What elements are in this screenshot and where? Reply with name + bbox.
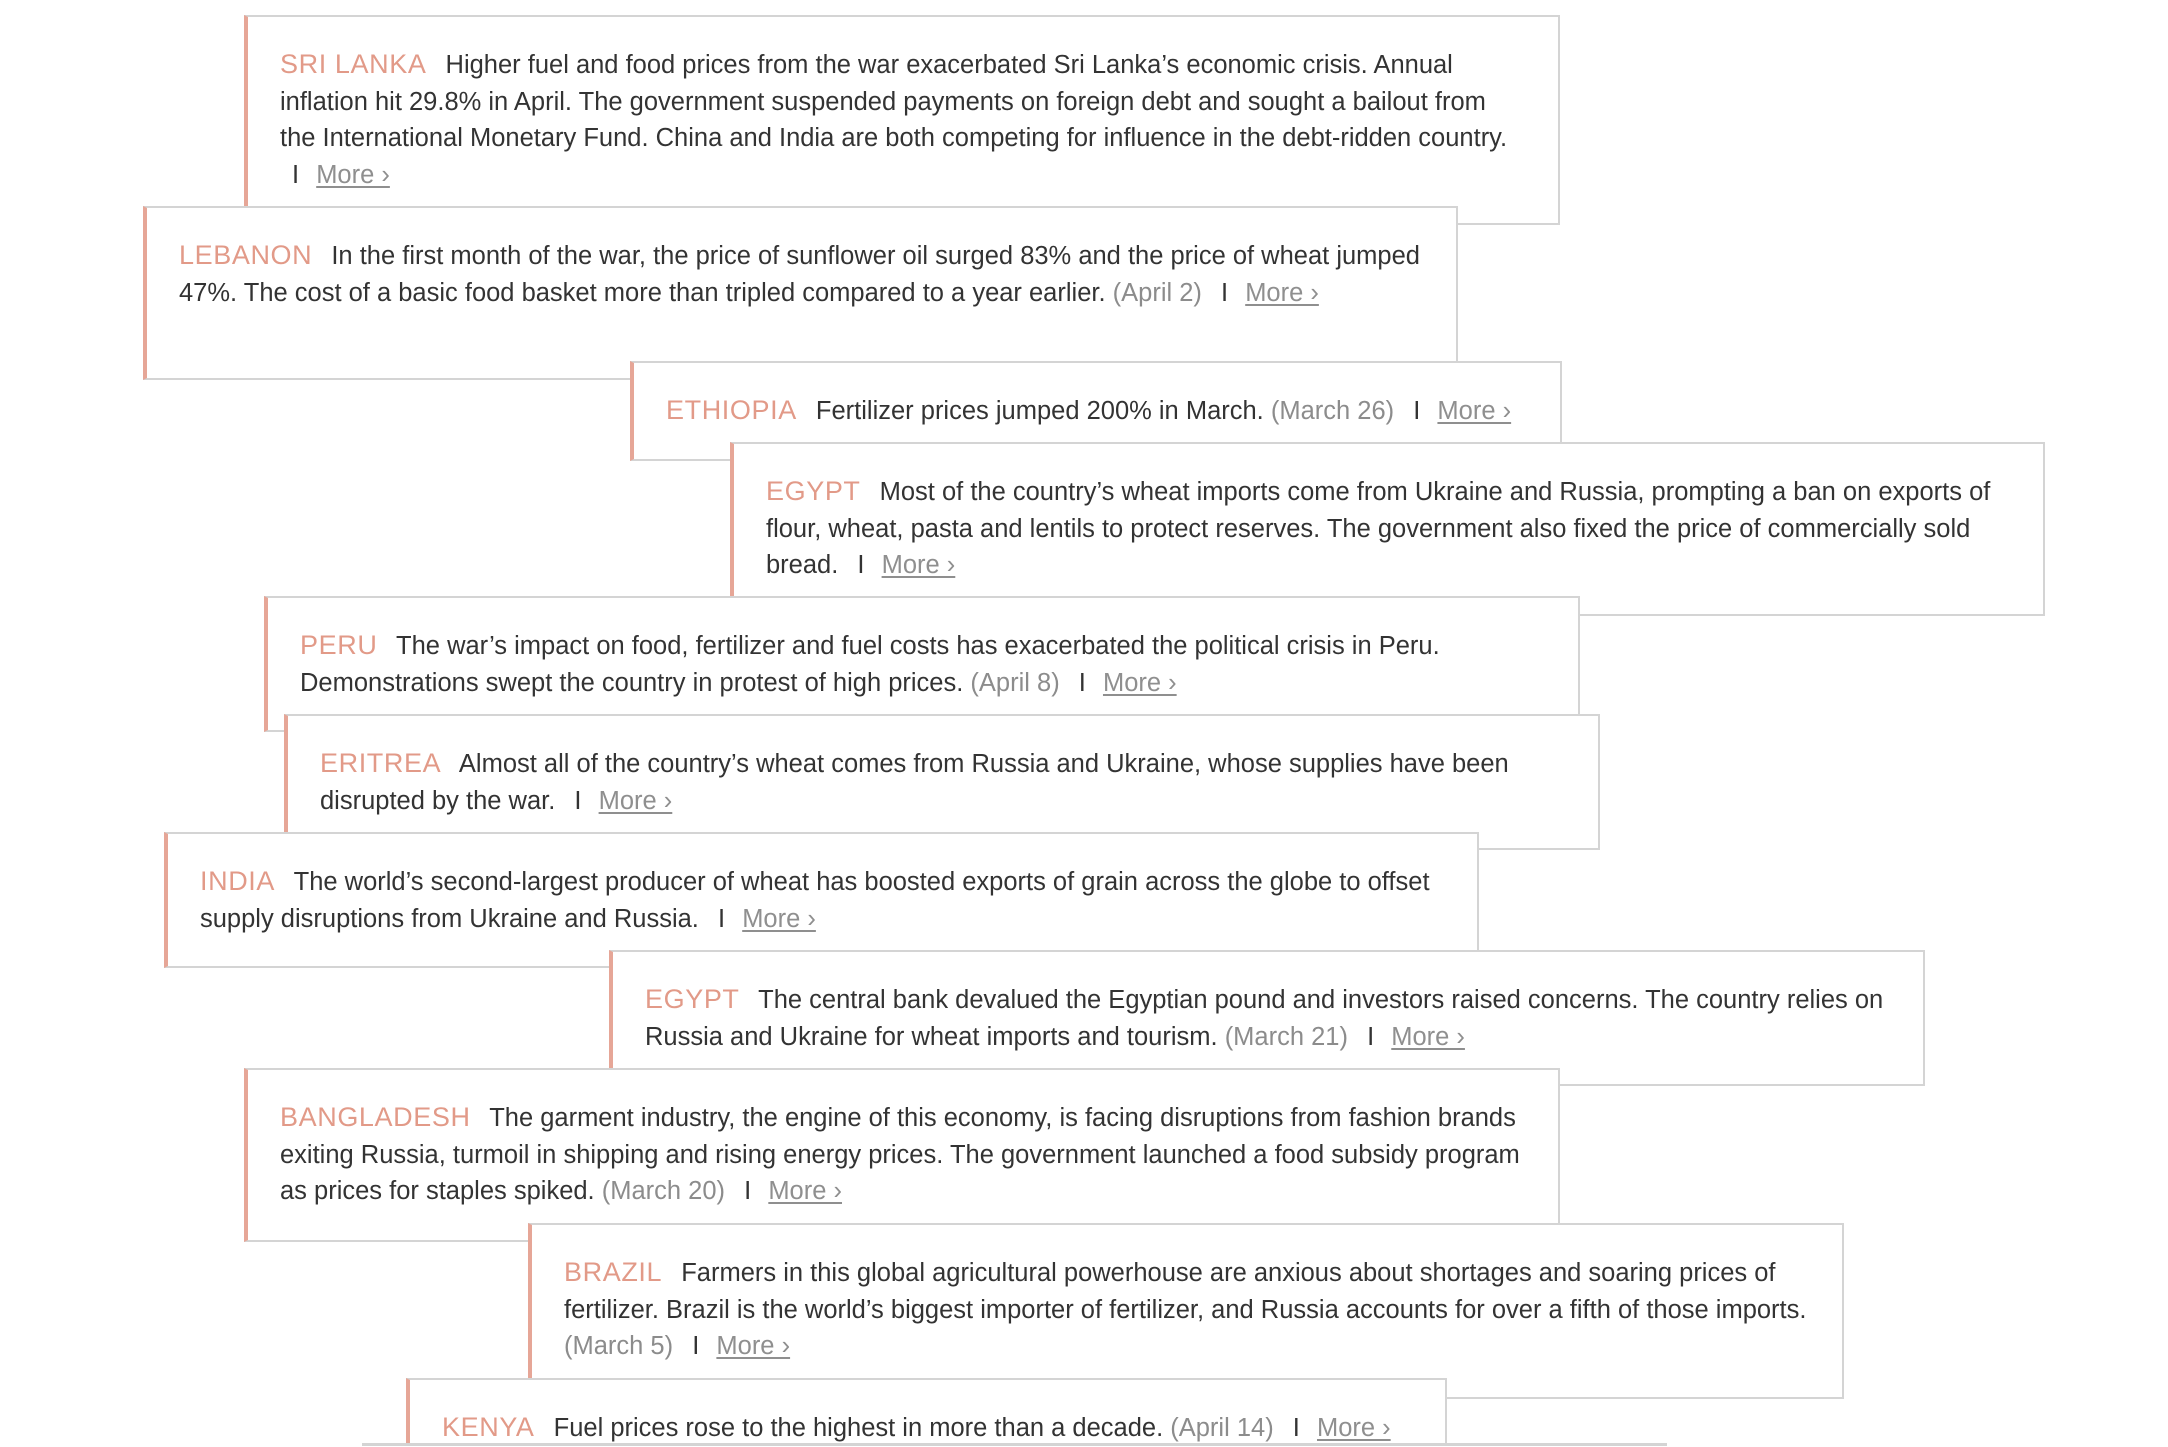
card-text: Farmers in this global agricultural powe… — [564, 1259, 1807, 1324]
date-label: (March 20) — [601, 1177, 726, 1205]
separator: I — [574, 786, 582, 815]
news-card-bangladesh: BANGLADESH The garment industry, the eng… — [244, 1068, 1560, 1242]
more-link[interactable]: More › — [1102, 668, 1177, 697]
country-name: ERITREA — [320, 748, 442, 778]
more-link[interactable]: More › — [742, 904, 816, 933]
more-link[interactable]: More › — [881, 551, 956, 579]
separator: I — [1292, 1414, 1300, 1442]
date-label: (March 21) — [1224, 1022, 1348, 1051]
more-link[interactable]: More › — [1316, 1414, 1391, 1442]
news-card-india: INDIA The world’s second-largest produce… — [164, 832, 1479, 968]
separator: I — [718, 904, 726, 933]
news-card-sri-lanka: SRI LANKA Higher fuel and food prices fr… — [244, 15, 1560, 225]
news-card-brazil: BRAZIL Farmers in this global agricultur… — [528, 1223, 1844, 1399]
separator: I — [692, 1332, 700, 1360]
card-text: Most of the country’s wheat imports come… — [766, 478, 1991, 579]
more-link[interactable]: More › — [598, 786, 673, 815]
card-text: The central bank devalued the Egyptian p… — [645, 986, 1884, 1051]
country-name: KENYA — [442, 1412, 535, 1442]
card-text: Fertilizer prices jumped 200% in March. — [815, 397, 1264, 425]
separator: I — [292, 160, 300, 189]
card-text: The world’s second-largest producer of w… — [200, 868, 1430, 933]
date-label: (April 14) — [1170, 1414, 1274, 1442]
country-name: PERU — [300, 630, 378, 660]
country-name: EGYPT — [645, 984, 740, 1014]
news-card-kenya: KENYA Fuel prices rose to the highest in… — [406, 1378, 1447, 1446]
news-card-peru: PERU The war’s impact on food, fertilize… — [264, 596, 1580, 732]
date-label: (April 2) — [1112, 278, 1202, 307]
news-card-egypt: EGYPT Most of the country’s wheat import… — [730, 442, 2045, 616]
more-link[interactable]: More › — [768, 1177, 842, 1205]
separator: I — [1413, 397, 1421, 425]
country-name: SRI LANKA — [280, 49, 427, 79]
news-card-egypt: EGYPT The central bank devalued the Egyp… — [609, 950, 1925, 1086]
news-card-lebanon: LEBANON In the first month of the war, t… — [143, 206, 1458, 380]
card-text: In the first month of the war, the price… — [179, 242, 1420, 307]
separator: I — [1367, 1022, 1375, 1051]
date-label: (April 8) — [970, 668, 1060, 697]
country-name: ETHIOPIA — [666, 395, 797, 425]
news-card-eritrea: ERITREA Almost all of the country’s whea… — [284, 714, 1600, 850]
country-name: LEBANON — [179, 240, 313, 270]
more-link[interactable]: More › — [1437, 397, 1512, 425]
date-label: (March 5) — [564, 1332, 674, 1360]
country-name: INDIA — [200, 866, 276, 896]
card-text: Almost all of the country’s wheat comes … — [320, 750, 1509, 815]
card-text: Fuel prices rose to the highest in more … — [553, 1414, 1164, 1442]
country-name: EGYPT — [766, 476, 861, 506]
bottom-divider — [362, 1443, 1667, 1446]
card-text: The war’s impact on food, fertilizer and… — [300, 632, 1440, 697]
separator: I — [1221, 278, 1229, 307]
card-text: Higher fuel and food prices from the war… — [280, 51, 1508, 152]
more-link[interactable]: More › — [1391, 1022, 1465, 1051]
date-label: (March 26) — [1270, 397, 1395, 425]
country-name: BRAZIL — [564, 1257, 663, 1287]
country-name: BANGLADESH — [280, 1102, 471, 1132]
more-link[interactable]: More › — [1245, 278, 1319, 307]
more-link[interactable]: More › — [716, 1332, 791, 1360]
separator: I — [1078, 668, 1086, 697]
more-link[interactable]: More › — [316, 160, 390, 189]
separator: I — [744, 1177, 752, 1205]
card-text: The garment industry, the engine of this… — [280, 1104, 1520, 1205]
separator: I — [857, 551, 865, 579]
